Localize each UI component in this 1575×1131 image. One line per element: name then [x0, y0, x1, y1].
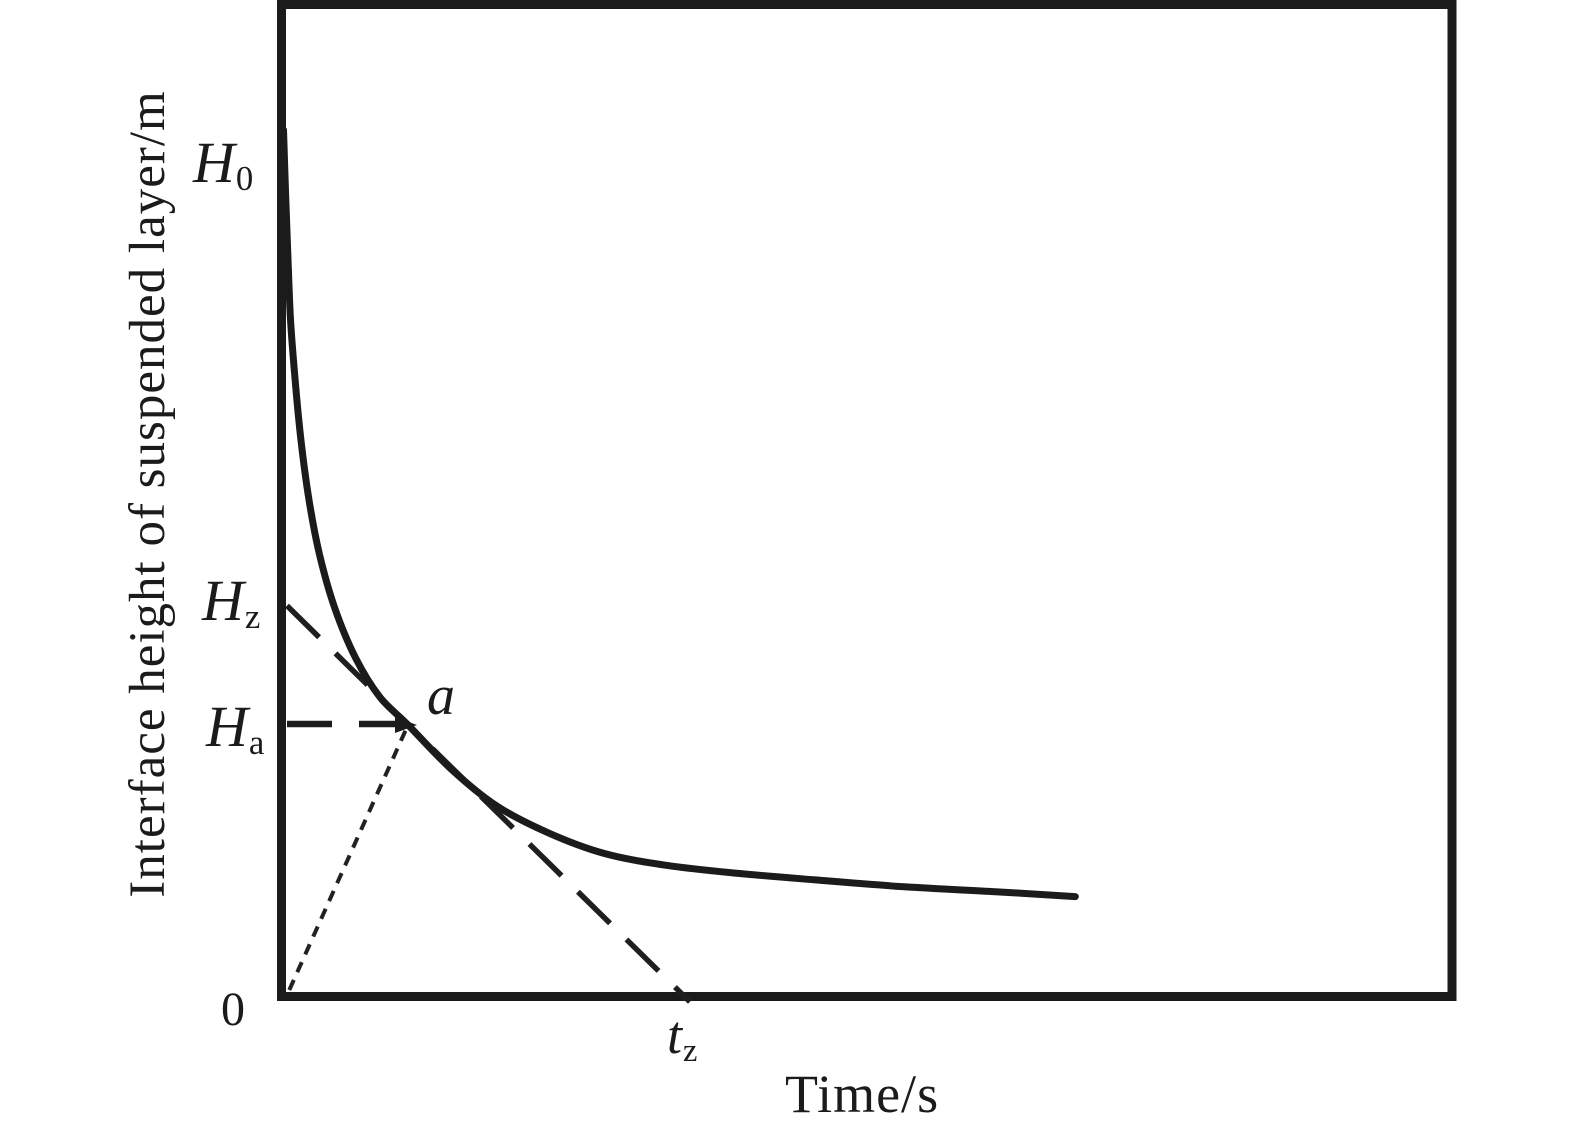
settling-curve: [280, 126, 1079, 901]
origin-to-a-line: [287, 724, 410, 991]
y-axis-title: Interface height of suspended layer/m: [120, 90, 176, 898]
label-ha-sub: a: [248, 723, 265, 763]
label-tz-base: t: [667, 1005, 683, 1065]
label-tz: tz: [667, 1005, 697, 1067]
label-h0: H0: [193, 134, 253, 197]
label-h0-sub: 0: [235, 159, 254, 199]
label-ha: Ha: [206, 698, 264, 761]
label-ha-base: H: [206, 694, 248, 759]
label-hz-sub: z: [244, 597, 261, 637]
x-axis-title: Time/s: [785, 1064, 940, 1124]
label-origin: 0: [221, 983, 245, 1036]
label-hz-base: H: [202, 568, 244, 633]
label-h0-base: H: [193, 130, 235, 195]
label-point-a: a: [427, 665, 455, 727]
label-hz: Hz: [202, 572, 260, 635]
label-tz-sub: z: [683, 1032, 698, 1069]
plot-frame: [277, 0, 1457, 1001]
point-a-marker: [395, 717, 417, 733]
